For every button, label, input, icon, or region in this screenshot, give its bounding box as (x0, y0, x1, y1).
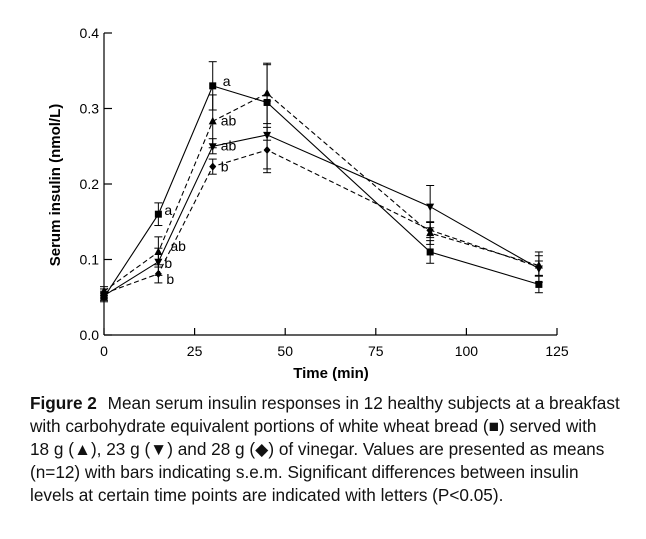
data-point (426, 203, 435, 212)
x-axis-label: Time (min) (293, 365, 369, 382)
significance-letter: a (164, 202, 172, 218)
series-line (103, 134, 540, 297)
significance-letter: ab (221, 137, 237, 153)
y-tick-label: 0.1 (80, 252, 100, 268)
significance-letter: b (164, 255, 172, 271)
data-point (154, 247, 163, 255)
data-point (535, 263, 543, 272)
y-tick-label: 0.2 (80, 176, 100, 192)
significance-letter: a (223, 73, 231, 89)
data-point (263, 98, 271, 106)
figure-caption: Figure 2 Mean serum insulin responses in… (30, 392, 620, 507)
data-point (263, 131, 272, 140)
data-point (263, 146, 271, 155)
data-point (426, 226, 434, 235)
y-tick-label: 0.4 (80, 25, 100, 41)
x-tick-label: 125 (545, 343, 569, 359)
chart-figure: 0 25 50 75 100 125 0.0 0.1 0.2 0.3 0.4 a ab ab b a ab b b… (47, 25, 569, 382)
x-tick-label: 100 (455, 343, 479, 359)
caption-text: Mean serum insulin responses in 12 healt… (30, 393, 620, 505)
data-point (154, 269, 162, 278)
data-point (208, 143, 217, 151)
series-line (103, 85, 540, 298)
caption-label: Figure 2 (30, 393, 97, 413)
data-point (208, 116, 217, 125)
x-tick-label: 25 (187, 343, 203, 359)
significance-letter: b (166, 271, 174, 287)
axes: 0 25 50 75 100 125 0.0 0.1 0.2 0.3 0.4 (80, 25, 569, 359)
series-markers (100, 82, 543, 301)
y-tick-label: 0.3 (80, 101, 100, 117)
x-tick-label: 0 (100, 343, 108, 359)
data-point (154, 210, 162, 218)
data-point (263, 88, 272, 97)
data-point (209, 82, 217, 90)
y-axis-label: Serum insulin (nmol/L) (47, 104, 64, 267)
data-point (535, 280, 543, 288)
significance-letter: ab (221, 112, 237, 128)
significance-letter: ab (170, 238, 186, 254)
data-point (100, 289, 108, 298)
series-line (103, 149, 540, 295)
y-tick-label: 0.0 (80, 327, 100, 343)
x-tick-label: 75 (368, 343, 384, 359)
data-point (209, 162, 217, 171)
x-tick-label: 50 (277, 343, 293, 359)
data-point (154, 258, 163, 267)
data-point (426, 248, 434, 256)
significance-letter: b (221, 159, 229, 175)
series-lines (103, 85, 540, 298)
